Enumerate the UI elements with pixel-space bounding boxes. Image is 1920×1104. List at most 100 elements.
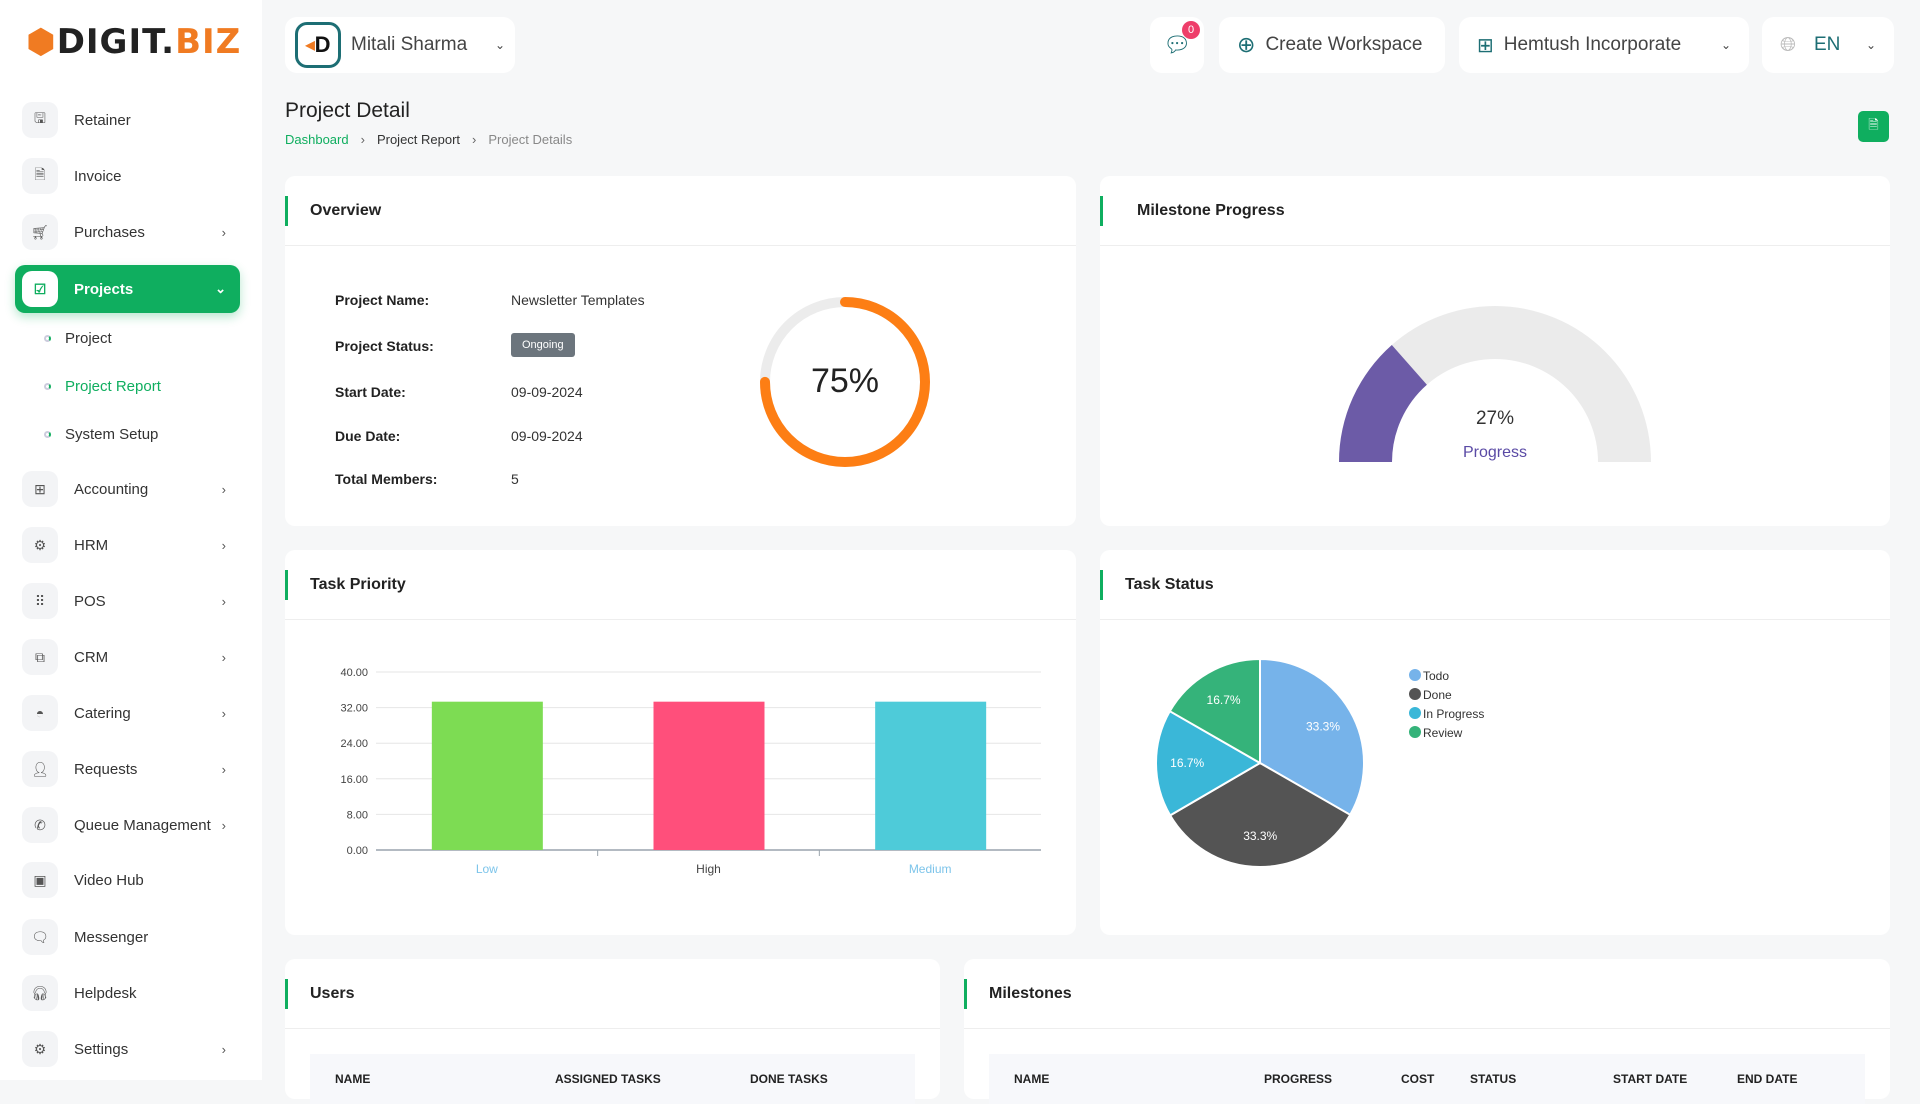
- column-header: START DATE: [1613, 1072, 1688, 1086]
- slice-label: 16.7%: [1207, 693, 1241, 707]
- sidebar-item-catering[interactable]: ◓︎ Catering ›: [15, 689, 240, 737]
- chevron-right-icon: ›: [221, 224, 226, 240]
- apps-icon: ⊞: [1477, 34, 1494, 57]
- y-tick-label: 32.00: [340, 703, 368, 715]
- field-label: Due Date:: [335, 428, 401, 444]
- breadcrumb-project-report[interactable]: Project Report: [376, 132, 461, 147]
- y-tick-label: 0.00: [347, 845, 368, 857]
- pie-slice-in-progress: [1155, 709, 1262, 817]
- cloche-icon: ◓︎: [22, 695, 58, 731]
- task-status-pie-chart: 33.3% Todo 33.3% Done 16.7% In Progress 16.7% R…: [1155, 657, 1484, 868]
- overview-card: Overview Project Name: Newsletter Templat…: [285, 176, 1076, 526]
- legend-swatch: [1409, 688, 1421, 700]
- field-label: Project Status:: [335, 338, 434, 354]
- slice-label: 33.3%: [1306, 720, 1340, 734]
- user-selector[interactable]: ◀ D Mitali Sharma ⌄: [285, 17, 515, 73]
- sidebar-item-retainer[interactable]: 🖫︎ Retainer: [15, 96, 240, 144]
- save-icon: 🖫︎: [22, 102, 58, 138]
- status-badge: Ongoing: [511, 333, 575, 357]
- chevron-right-icon: ›: [221, 537, 226, 553]
- milestone-progress-card: Milestone Progress 27% Progress: [1100, 176, 1890, 526]
- field-label: Start Date:: [335, 384, 406, 400]
- sidebar-item-label: Queue Management: [74, 816, 211, 834]
- chevron-right-icon: ›: [221, 705, 226, 721]
- messages-button[interactable]: 💬︎ 0: [1150, 17, 1204, 73]
- file-download-icon: 🗎︎: [1868, 116, 1879, 132]
- breadcrumb-dashboard[interactable]: Dashboard: [285, 132, 349, 147]
- grid-icon: ⊞︎: [22, 471, 58, 507]
- sidebar-item-accounting[interactable]: ⊞︎ Accounting ›: [15, 465, 240, 513]
- language-label: EN: [1814, 34, 1841, 55]
- sidebar-item-label: Helpdesk: [74, 984, 137, 1002]
- gauge-fill: [1339, 344, 1427, 462]
- globe-icon: 🌐︎: [1780, 33, 1796, 56]
- sidebar-item-label: HRM: [74, 536, 109, 554]
- sidebar-item-label: Accounting: [74, 480, 149, 498]
- language-selector[interactable]: 🌐︎ EN ⌄: [1762, 17, 1894, 73]
- sidebar-item-requests[interactable]: 👤︎ Requests ›: [15, 745, 240, 793]
- logo[interactable]: ⬢DIGIT.BIZ: [26, 22, 242, 62]
- legend-swatch: [1409, 726, 1421, 738]
- plus-circle-icon: ⊕: [1237, 32, 1256, 57]
- sidebar-item-projects[interactable]: ☑︎ Projects ⌄: [15, 265, 240, 313]
- sidebar-item-label: Projects: [74, 280, 134, 298]
- sidebar-subitem-project-report[interactable]: Project Report: [44, 378, 161, 395]
- sidebar-item-label: Settings: [74, 1040, 129, 1058]
- user-plus-icon: 👤︎: [22, 751, 58, 787]
- sidebar-item-messenger[interactable]: 🗨︎ Messenger: [15, 913, 240, 961]
- field-value: 09-09-2024: [511, 428, 583, 444]
- sidebar-item-video-hub[interactable]: ▣︎ Video Hub: [15, 856, 240, 904]
- chevron-right-icon: ›: [221, 481, 226, 497]
- chevron-down-icon: ⌄: [1720, 38, 1731, 52]
- sidebar-subitem-system-setup[interactable]: System Setup: [44, 426, 158, 443]
- bullet-icon: [44, 431, 51, 438]
- column-header: COST: [1401, 1072, 1435, 1086]
- field-value: 09-09-2024: [511, 384, 583, 400]
- slice-label: 16.7%: [1170, 756, 1204, 770]
- sidebar-item-purchases[interactable]: 🛒︎ Purchases ›: [15, 208, 240, 256]
- y-tick-label: 24.00: [340, 738, 368, 750]
- chevron-down-icon: ⌄: [1865, 38, 1876, 52]
- subitem-label: Project: [65, 330, 112, 347]
- export-button[interactable]: 🗎︎: [1858, 111, 1889, 142]
- gauge-caption: Progress: [1462, 444, 1528, 461]
- x-tick-label: High: [696, 862, 721, 876]
- create-workspace-button[interactable]: ⊕ Create Workspace: [1219, 17, 1445, 73]
- notification-badge: 0: [1182, 21, 1200, 39]
- bullet-icon: [44, 383, 51, 390]
- users-cog-icon: ⚙︎: [22, 527, 58, 563]
- gauge-track: [1339, 306, 1651, 462]
- legend-swatch: [1409, 669, 1421, 681]
- chevron-down-icon: ⌄: [215, 281, 226, 296]
- column-header: PROGRESS: [1264, 1072, 1333, 1086]
- sidebar-item-pos[interactable]: ⠿︎ POS ›: [15, 577, 240, 625]
- field-value: 5: [511, 471, 519, 487]
- milestones-card: Milestones: [964, 959, 1890, 1104]
- user-avatar: ◀ D: [295, 22, 341, 68]
- task-priority-card: Task Priority 0.00 8.00 16.00 24.00 32.00 40.…: [285, 550, 1076, 935]
- company-selector[interactable]: ⊞ Hemtush Incorporate ⌄: [1459, 17, 1749, 73]
- y-tick-label: 40.00: [340, 667, 368, 679]
- sidebar-subitem-project[interactable]: Project: [44, 330, 112, 347]
- sidebar-item-invoice[interactable]: 🗎︎ Invoice: [15, 152, 240, 200]
- card-title: Milestones: [964, 979, 1072, 1009]
- column-header: NAME: [1014, 1072, 1050, 1086]
- sidebar-item-settings[interactable]: ⚙︎ Settings ›: [15, 1025, 240, 1073]
- user-name: Mitali Sharma: [351, 34, 468, 55]
- company-name: Hemtush Incorporate: [1503, 34, 1682, 55]
- milestone-gauge: [1339, 306, 1651, 462]
- sidebar-item-label: Catering: [74, 704, 131, 722]
- breadcrumb-current: Project Details: [488, 132, 573, 147]
- sidebar-item-crm[interactable]: ⧉︎ CRM ›: [15, 633, 240, 681]
- chevron-down-icon: ⌄: [494, 38, 505, 52]
- card-title: Task Status: [1100, 570, 1214, 600]
- column-header: ASSIGNED TASKS: [555, 1072, 661, 1086]
- sidebar-item-label: CRM: [74, 648, 109, 666]
- card-title: Milestone Progress: [1100, 196, 1285, 226]
- sidebar-item-queue-management[interactable]: ✆︎ Queue Management ›: [15, 801, 240, 849]
- pie-slice-review: [1168, 657, 1261, 765]
- breadcrumb: Dashboard › Project Report › Project Detai…: [285, 132, 573, 147]
- x-tick-label: Medium: [909, 862, 952, 876]
- sidebar-item-helpdesk[interactable]: 🎧︎ Helpdesk: [15, 969, 240, 1017]
- sidebar-item-hrm[interactable]: ⚙︎ HRM ›: [15, 521, 240, 569]
